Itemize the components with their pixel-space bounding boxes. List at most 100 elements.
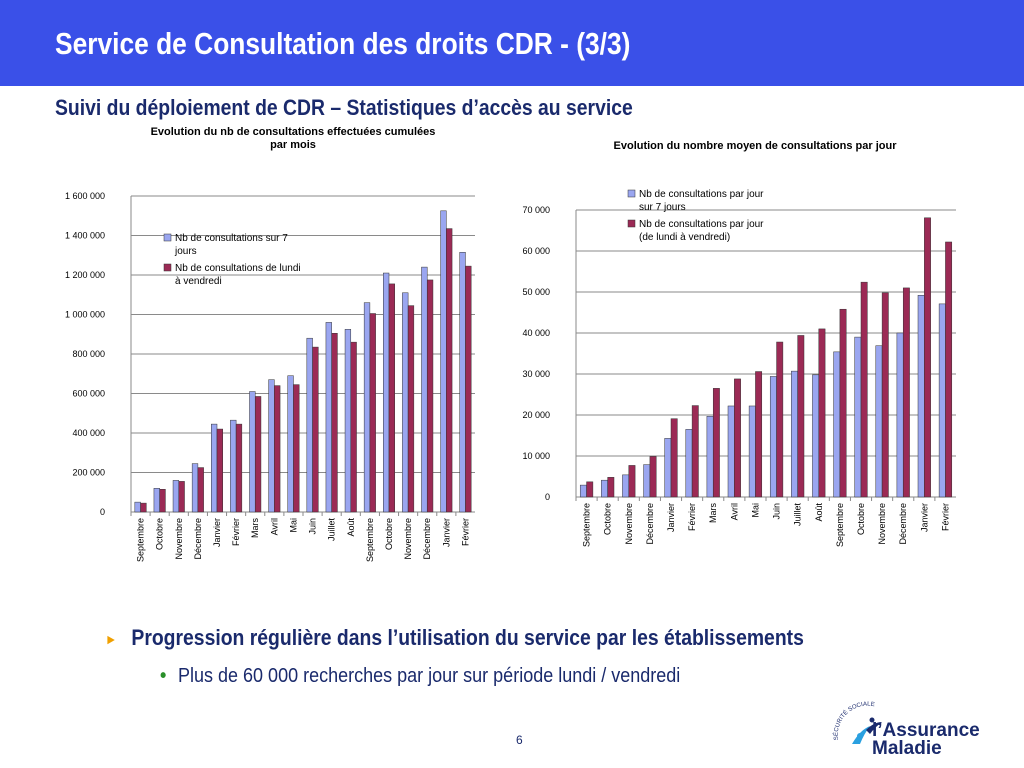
y-tick-label: 40 000 bbox=[522, 328, 550, 338]
bar-series-weekdays bbox=[235, 423, 243, 513]
y-tick-label: 30 000 bbox=[522, 369, 550, 379]
bar-series-weekdays bbox=[860, 281, 868, 498]
bar-series-weekdays bbox=[350, 341, 357, 513]
logo-emblem-icon: SÉCURITÉ SOCIALE bbox=[833, 702, 882, 744]
x-category-label: Septembre bbox=[365, 518, 375, 562]
x-category-label: Décembre bbox=[898, 503, 908, 545]
bar-series-weekdays bbox=[369, 313, 376, 513]
x-category-label: Mai bbox=[288, 518, 298, 533]
x-category-label: Novembre bbox=[877, 503, 887, 545]
title-bar: Service de Consultation des droits CDR -… bbox=[0, 0, 1024, 86]
y-tick-label: 1 000 000 bbox=[65, 310, 105, 320]
page-number: 6 bbox=[516, 733, 523, 747]
bar-series-7-days bbox=[134, 501, 141, 513]
bar-series-7-days bbox=[685, 429, 693, 498]
x-category-label: Septembre bbox=[835, 503, 845, 547]
y-tick-label: 10 000 bbox=[522, 451, 550, 461]
bar-series-7-days bbox=[706, 415, 714, 498]
bar-series-weekdays bbox=[712, 388, 720, 498]
bar-series-7-days bbox=[727, 405, 735, 498]
bar-series-7-days bbox=[938, 303, 946, 498]
x-category-label: Mars bbox=[708, 503, 718, 523]
x-category-label: Décembre bbox=[645, 503, 655, 545]
bar-series-7-days bbox=[402, 292, 409, 513]
bar-series-weekdays bbox=[274, 385, 281, 513]
x-category-label: Octobre bbox=[384, 518, 394, 550]
chart-title: Evolution du nombre moyen de consultatio… bbox=[614, 140, 898, 152]
bar-series-7-days bbox=[748, 405, 756, 498]
bar-series-7-days bbox=[230, 419, 237, 513]
bar-series-weekdays bbox=[586, 481, 594, 498]
bar-series-7-days bbox=[421, 266, 428, 513]
bar-series-7-days bbox=[153, 488, 160, 513]
y-tick-label: 0 bbox=[100, 507, 105, 517]
chart-title: par mois bbox=[270, 139, 316, 151]
x-category-label: Octobre bbox=[603, 503, 613, 535]
x-category-label: Juin bbox=[772, 503, 782, 520]
bar-series-weekdays bbox=[159, 489, 166, 513]
bar-series-weekdays bbox=[734, 378, 741, 498]
bar-series-7-days bbox=[579, 484, 587, 498]
legend-label: (de lundi à vendredi) bbox=[639, 232, 730, 243]
bar-series-7-days bbox=[833, 351, 841, 498]
bar-series-weekdays bbox=[628, 465, 636, 498]
bar-series-weekdays bbox=[839, 308, 847, 498]
bar-series-weekdays bbox=[178, 481, 185, 513]
bar-series-weekdays bbox=[216, 428, 223, 513]
legend-label: Nb de consultations par jour bbox=[639, 189, 764, 200]
y-tick-label: 1 400 000 bbox=[65, 231, 105, 241]
y-tick-label: 50 000 bbox=[522, 287, 550, 297]
cumulative-consultations-chart: Evolution du nb de consultations effectu… bbox=[65, 126, 475, 562]
bar-series-weekdays bbox=[607, 477, 615, 498]
bar-series-7-days bbox=[191, 463, 199, 513]
bar-series-weekdays bbox=[755, 371, 763, 498]
x-category-label: Juillet bbox=[793, 503, 803, 527]
x-category-label: Janvier bbox=[666, 503, 676, 532]
bar-series-7-days bbox=[622, 474, 630, 498]
x-category-label: Juillet bbox=[327, 518, 337, 542]
y-tick-label: 1 200 000 bbox=[65, 270, 105, 280]
y-tick-label: 400 000 bbox=[72, 428, 105, 438]
bar-series-weekdays bbox=[197, 467, 204, 513]
section-subtitle: Suivi du déploiement de CDR – Statistiqu… bbox=[55, 95, 633, 120]
bar-series-7-days bbox=[812, 374, 820, 498]
x-category-label: Septembre bbox=[136, 518, 146, 562]
assurance-maladie-logo: SÉCURITÉ SOCIALE l’Assurance Maladie bbox=[830, 700, 1010, 760]
bar-series-weekdays bbox=[331, 333, 338, 513]
x-category-label: Avril bbox=[269, 518, 279, 535]
legend-label: à vendredi bbox=[175, 276, 222, 287]
x-category-label: Novembre bbox=[624, 503, 634, 545]
legend-swatch bbox=[163, 263, 172, 272]
bar-series-7-days bbox=[601, 479, 608, 498]
bar-series-7-days bbox=[459, 252, 466, 513]
bar-series-7-days bbox=[268, 379, 275, 513]
bar-series-weekdays bbox=[881, 292, 889, 498]
chart-title: Evolution du nb de consultations effectu… bbox=[151, 126, 436, 138]
y-tick-label: 70 000 bbox=[522, 205, 550, 215]
bar-series-weekdays bbox=[312, 346, 319, 513]
x-category-label: Novembre bbox=[403, 518, 413, 560]
x-category-label: Février bbox=[940, 503, 950, 531]
legend-label: Nb de consultations par jour bbox=[639, 219, 764, 230]
legend-swatch bbox=[627, 189, 636, 198]
x-category-label: Octobre bbox=[155, 518, 165, 550]
bar-series-weekdays bbox=[691, 405, 699, 498]
page-title: Service de Consultation des droits CDR -… bbox=[55, 26, 631, 61]
x-category-label: Janvier bbox=[919, 503, 929, 532]
x-category-label: Janvier bbox=[441, 518, 451, 547]
bar-series-7-days bbox=[917, 295, 925, 498]
legend-label: jours bbox=[174, 246, 197, 257]
bar-series-7-days bbox=[643, 464, 651, 498]
bar-series-7-days bbox=[854, 336, 862, 498]
bar-series-weekdays bbox=[924, 217, 931, 498]
x-category-label: Novembre bbox=[174, 518, 184, 560]
bar-series-weekdays bbox=[797, 335, 805, 498]
main-bullet-text: Progression régulière dans l’utilisation… bbox=[131, 625, 804, 650]
bar-series-weekdays bbox=[776, 341, 784, 498]
bar-series-7-days bbox=[383, 272, 390, 513]
y-tick-label: 200 000 bbox=[72, 468, 105, 478]
legend-swatch bbox=[627, 219, 636, 228]
bar-series-7-days bbox=[875, 345, 883, 498]
bar-series-weekdays bbox=[465, 265, 472, 513]
x-category-label: Février bbox=[687, 503, 697, 531]
